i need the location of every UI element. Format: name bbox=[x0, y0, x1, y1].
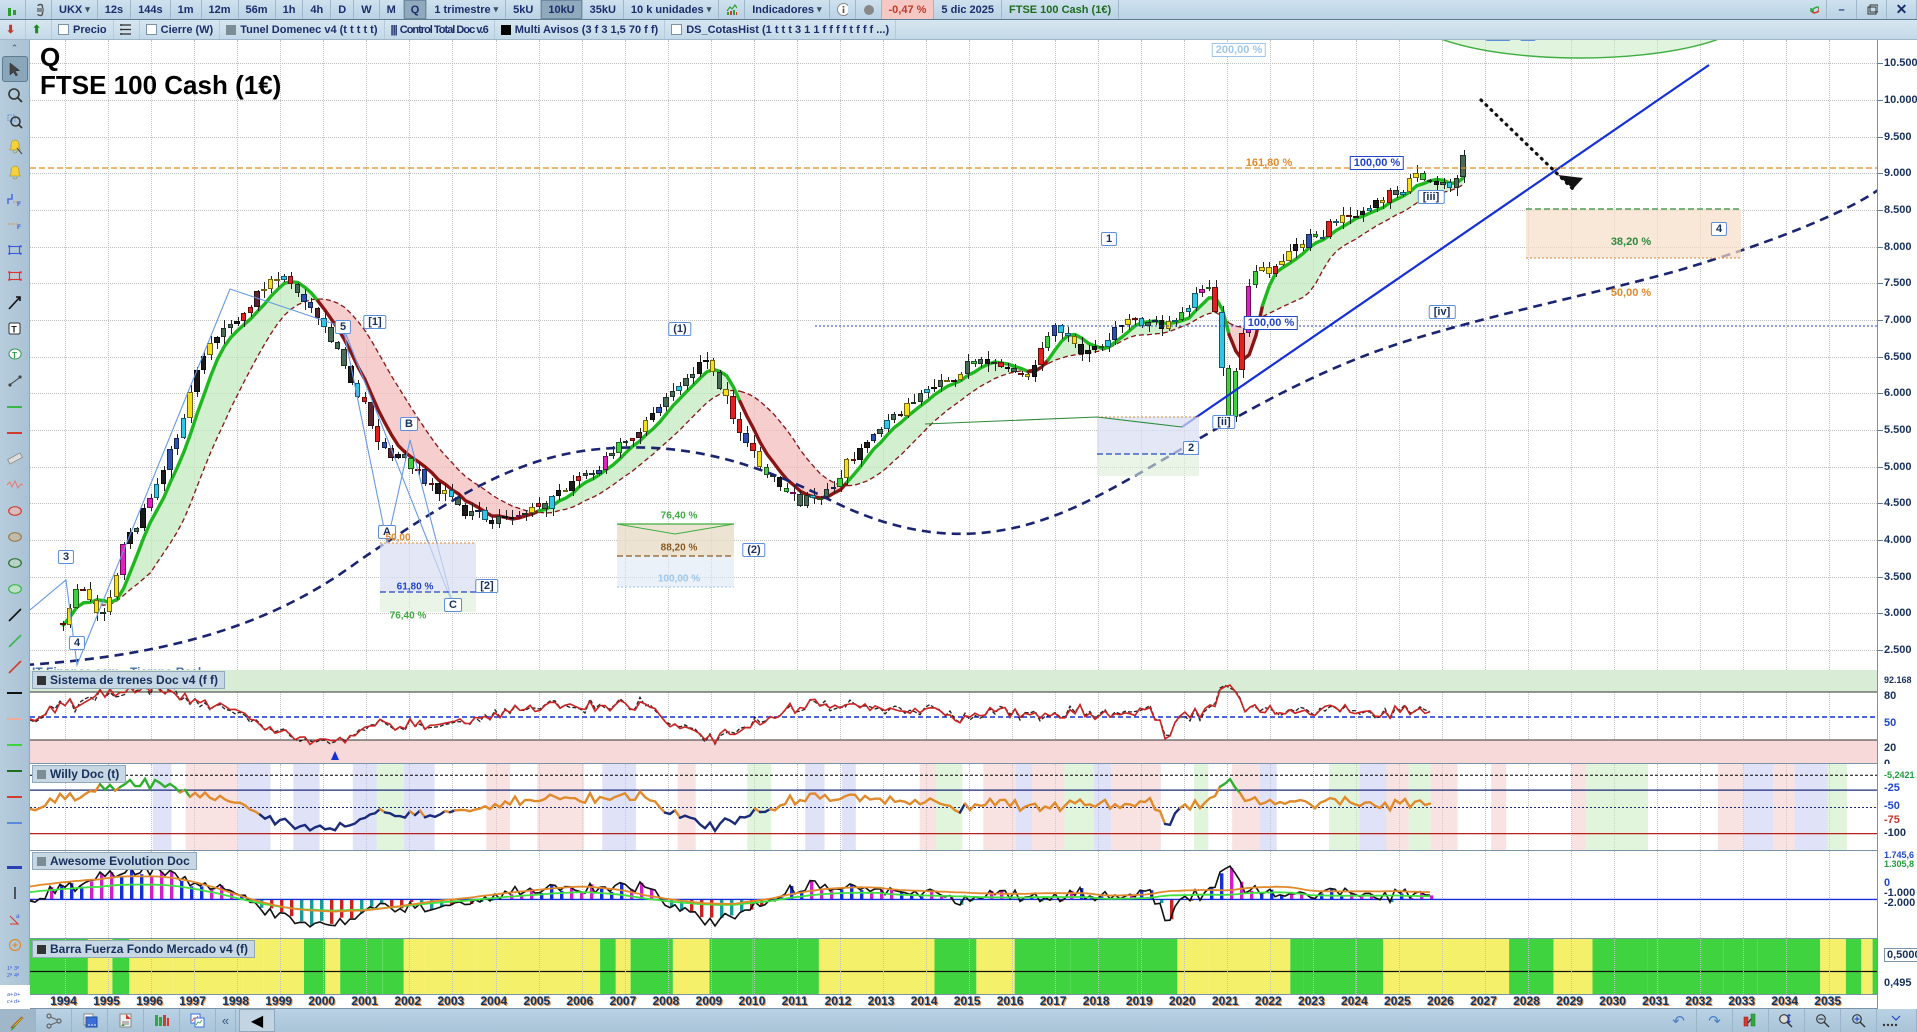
svg-text:a: a bbox=[16, 913, 20, 920]
svg-text:3ª: 3ª bbox=[14, 965, 20, 972]
svg-text:c+: c+ bbox=[7, 999, 14, 1005]
svg-text:4ª: 4ª bbox=[14, 972, 20, 979]
svg-text:d+: d+ bbox=[14, 999, 21, 1005]
svg-text:1ª: 1ª bbox=[7, 965, 13, 972]
svg-text:T: T bbox=[11, 325, 17, 335]
svg-text:a+: a+ bbox=[7, 992, 14, 998]
svg-text:2ª: 2ª bbox=[7, 972, 13, 979]
svg-text:F: F bbox=[17, 224, 21, 231]
svg-text:F: F bbox=[17, 201, 21, 207]
svg-text:T: T bbox=[12, 351, 17, 360]
svg-text:b+: b+ bbox=[14, 992, 21, 998]
